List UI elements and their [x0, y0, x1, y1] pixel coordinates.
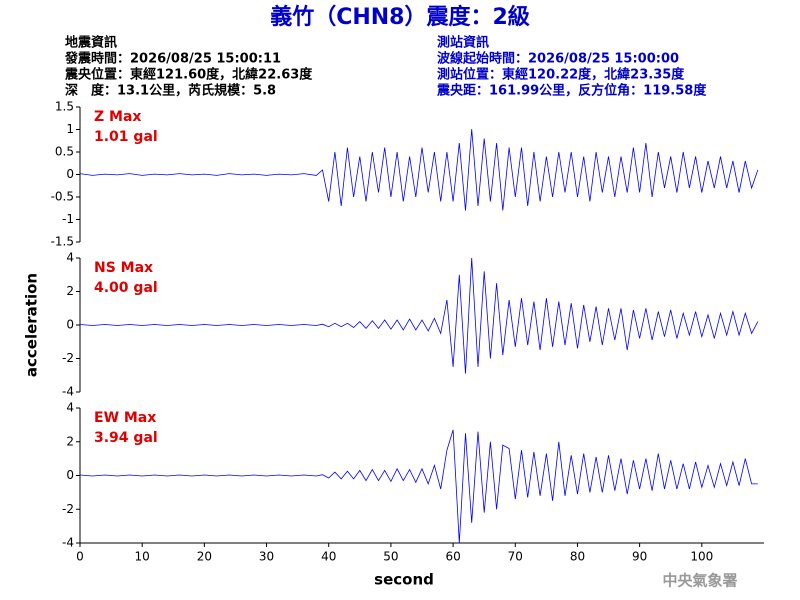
- info-line: 深 度：13.1公里，芮氏規模：5.8: [65, 83, 276, 99]
- x-tick-label: 10: [135, 550, 150, 564]
- watermark: 中央氣象署: [662, 572, 737, 590]
- annotation: 1.01 gal: [94, 129, 158, 145]
- y-tick-label: 4: [66, 401, 74, 415]
- x-tick-label: 100: [690, 550, 713, 564]
- info-line: 發震時間：2026/08/25 15:00:11: [64, 51, 281, 67]
- y-tick-label: 0: [66, 468, 74, 482]
- x-tick-label: 90: [632, 550, 647, 564]
- info-line: 波線起始時間：2026/08/25 15:00:00: [437, 51, 679, 67]
- x-tick-label: 60: [445, 550, 460, 564]
- annotation: Z Max: [94, 109, 141, 125]
- waveform: [79, 429, 758, 544]
- y-tick-label: 0: [66, 318, 74, 332]
- y-tick-label: 2: [66, 284, 74, 298]
- x-tick-label: 20: [197, 550, 212, 564]
- y-tick-label: -2: [62, 351, 74, 365]
- y-tick-label: -0.5: [51, 190, 74, 204]
- y-tick-label: -1.5: [51, 235, 74, 249]
- y-tick-label: -4: [62, 536, 74, 550]
- y-tick-label: 1.5: [55, 100, 74, 114]
- y-tick-label: 1: [66, 122, 74, 136]
- info-line: 測站資訊: [437, 35, 489, 51]
- x-tick-label: 50: [383, 550, 398, 564]
- y-tick-label: 0.5: [55, 145, 74, 159]
- y-axis-label: acceleration: [23, 273, 41, 377]
- x-tick-label: 30: [259, 550, 274, 564]
- annotation: NS Max: [94, 260, 153, 276]
- waveform: [79, 257, 759, 374]
- x-tick-label: 70: [508, 550, 523, 564]
- info-line: 震央位置：東經121.60度，北緯22.63度: [64, 67, 313, 83]
- y-tick-label: 4: [66, 251, 74, 265]
- x-axis-label: second: [374, 571, 434, 589]
- waveform: [79, 129, 759, 211]
- x-tick-label: 80: [570, 550, 585, 564]
- info-line: 地震資訊: [65, 35, 117, 51]
- annotation: 3.94 gal: [94, 430, 158, 446]
- y-tick-label: 2: [66, 434, 74, 448]
- y-tick-label: -4: [62, 385, 74, 399]
- y-tick-label: 0: [66, 167, 74, 181]
- y-tick-label: -2: [62, 502, 74, 516]
- info-line: 測站位置：東經120.22度，北緯23.35度: [437, 67, 685, 83]
- quake-info: 地震資訊 發震時間：2026/08/25 15:00:11 震央位置：東經121…: [64, 35, 313, 99]
- annotation: EW Max: [94, 410, 156, 426]
- y-tick-label: -1: [62, 212, 74, 226]
- x-tick-label: 0: [76, 550, 84, 564]
- annotation: 4.00 gal: [94, 280, 158, 296]
- station-info: 測站資訊 波線起始時間：2026/08/25 15:00:00 測站位置：東經1…: [436, 35, 707, 99]
- x-tick-label: 40: [321, 550, 336, 564]
- chart-title: 義竹（CHN8）震度：2級: [270, 4, 530, 30]
- info-line: 震央距：161.99公里，反方位角：119.58度: [436, 83, 707, 99]
